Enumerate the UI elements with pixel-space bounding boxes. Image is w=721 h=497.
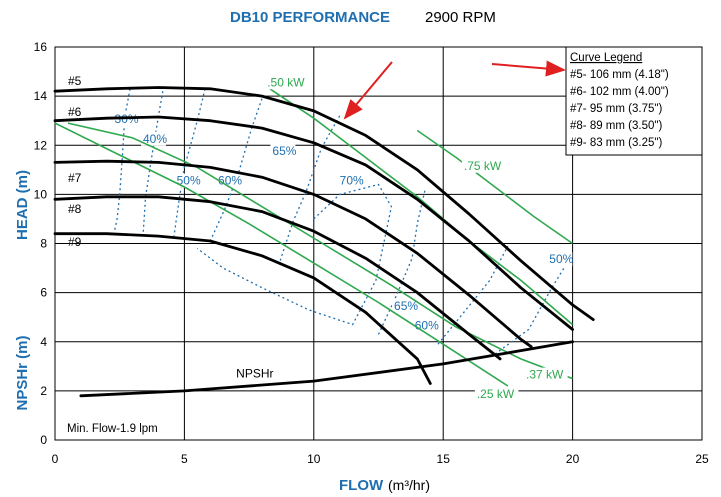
power-curves: .25 kW .37 kW .50 kW .75 kW [54,75,574,402]
curve-legend-entry-9: #9- 83 mm (3.25") [570,137,662,149]
efficiency-label: 30% [115,112,139,126]
impeller-curve-line [53,232,432,385]
efficiency-curve-line [196,183,393,326]
npshr-curve [79,340,574,398]
y-tick-label: 2 [40,384,47,398]
curve-legend-title: Curve Legend [570,52,642,64]
efficiency-label: 65% [272,144,296,158]
power-label: .75 kW [464,159,502,173]
curve-legend-entry-6: #6- 102 mm (4.00") [570,86,669,98]
efficiency-label: 50% [549,252,573,266]
impeller-curve-label: #7 [68,171,82,185]
efficiency-curve-line [173,88,206,237]
curve-legend-box [565,46,703,156]
efficiency-label: 40% [143,132,167,146]
impeller-curves [53,86,595,385]
y-tick-labels: 0 2 4 6 8 10 12 14 16 [34,40,48,447]
red-arrow-curve [343,61,393,120]
efficiency-label: 60% [218,174,242,188]
min-flow-box [62,417,172,437]
power-label: .25 kW [477,387,515,401]
y-axis-label-head: HEAD (m) [14,170,31,240]
efficiency-curve-line [209,98,263,242]
impeller-curve-line [53,195,502,361]
y-tick-label: 14 [34,89,48,103]
chart-subtitle: 2900 RPM [425,9,496,26]
min-flow-note: Min. Flow-1.9 lpm [67,423,158,435]
curve-legend-entry-8: #8- 89 mm (3.50") [570,120,662,132]
curve-legend-entry-5: #5- 106 mm (4.18") [570,69,669,81]
power-curve-line [67,122,573,380]
power-label-bg [461,158,506,173]
efficiency-label-bg [216,173,242,188]
curve-legend: Curve Legend #5- 106 mm (4.18") #6- 102 … [565,46,703,156]
npshr-label: NPSHr [236,366,273,380]
efficiency-label-bg [392,298,418,313]
x-tick-label: 20 [566,452,580,466]
red-arrow-legend [491,60,566,77]
efficiency-curve-line [142,86,165,237]
efficiency-label: 65% [394,299,418,313]
y-tick-label: 8 [40,237,47,251]
efficiency-label-bg [270,144,296,159]
curve-legend-entry-7: #7- 95 mm (3.75") [570,103,662,115]
y-tick-label: 16 [34,40,48,54]
y-tick-label: 12 [34,138,48,152]
impeller-curve-label: #6 [68,105,82,119]
impeller-curve-line [53,115,574,331]
chart-title: DB10 PERFORMANCE [230,9,390,26]
x-tick-label: 0 [52,452,59,466]
efficiency-curve-line [437,245,509,345]
y-tick-label: 6 [40,286,47,300]
x-tick-label: 10 [307,452,321,466]
impeller-curve-label: #5 [68,74,82,88]
efficiency-curve-line [113,88,131,232]
y-tick-label: 4 [40,335,47,349]
efficiency-label: 60% [415,318,439,332]
efficiency-label-bg [140,131,166,146]
impeller-curve-label: #9 [68,235,82,249]
x-axis-label: FLOW [339,477,384,494]
efficiency-curve-line [494,257,571,355]
efficiency-curves: 30% 40% 50% 60% 65% 70% 65% 60% 50% [112,86,574,355]
power-curve-line [269,88,574,326]
power-label-bg [524,367,568,382]
efficiency-label-bg [174,173,200,188]
power-curve-line [416,129,574,245]
impeller-curve-line [53,159,533,349]
x-axis-unit: (m³/hr) [388,477,430,493]
y-tick-label: 10 [34,187,48,201]
x-tick-labels: 0 5 10 15 20 25 [52,452,709,466]
y-axis-label-npshr: NPSHr (m) [14,335,31,410]
efficiency-label-bg [337,173,363,188]
x-tick-label: 5 [181,452,188,466]
x-tick-label: 15 [437,452,451,466]
npshr-curve-group: NPSHr [79,340,574,398]
efficiency-label: 70% [340,174,364,188]
power-label: .37 kW [526,368,564,382]
impeller-curve-label: #8 [68,202,82,216]
impeller-curve-line [53,86,595,321]
power-label-bg [474,387,519,402]
efficiency-label: 50% [177,174,201,188]
curve-labels: #5 #6 #7 #8 #9 [68,74,82,249]
y-tick-label: 0 [40,433,47,447]
x-tick-label: 25 [695,452,709,466]
efficiency-label-bg [547,252,573,267]
power-label: .50 kW [267,75,305,89]
power-label-bg [265,75,309,90]
